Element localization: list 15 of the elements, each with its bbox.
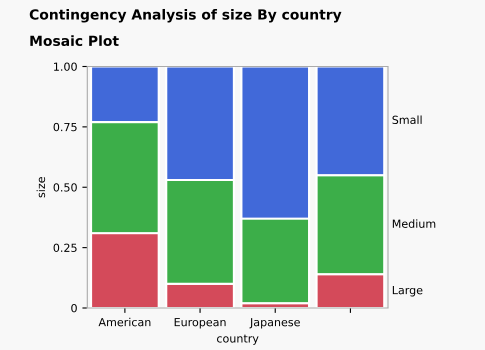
x-tick-label: American [98,318,150,326]
y-axis-title: size [36,177,46,198]
x-tick-label: Japanese [249,318,300,328]
y-tick-label: 0.75 [54,122,77,132]
series-label: Small [392,115,422,124]
x-tick-label: European [174,318,226,328]
chart-title: Contingency Analysis of size By country [30,8,342,23]
y-tick-label: 0.50 [54,183,77,192]
y-tick-label: 0.25 [54,244,77,252]
y-tick-label: 0 [71,304,77,312]
x-axis-title: country [217,334,259,345]
chart-subtitle: Mosaic Plot [30,35,119,46]
y-tick-label: 1.00 [54,62,77,71]
series-label: Medium [392,219,436,228]
series-label: Large [392,286,422,296]
